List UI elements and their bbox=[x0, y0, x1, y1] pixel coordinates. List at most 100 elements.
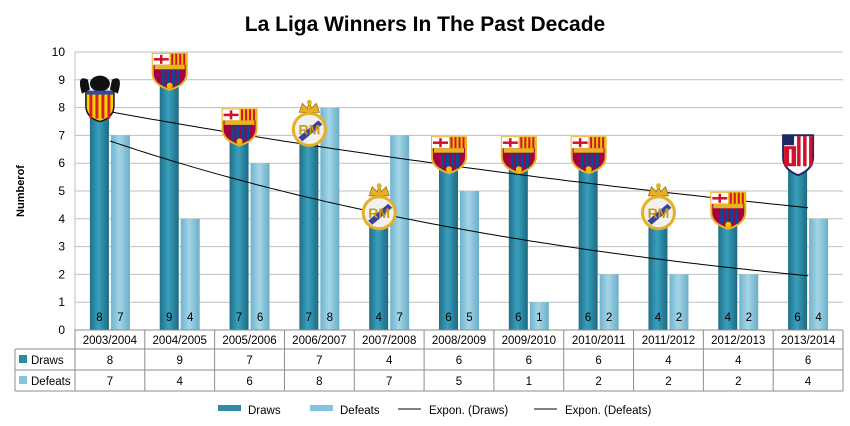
bar-draws bbox=[89, 107, 109, 330]
x-tick-label: 2007/2008 bbox=[362, 335, 416, 347]
bar-draws bbox=[439, 163, 458, 330]
table-cell: 6 bbox=[526, 355, 532, 367]
y-tick-label: 10 bbox=[52, 45, 66, 59]
table-cell: 7 bbox=[246, 355, 252, 367]
bar-draws bbox=[648, 218, 668, 330]
table-cell: 4 bbox=[665, 355, 672, 367]
y-axis-label: Numberof bbox=[15, 165, 27, 217]
club-crests: RM RM RM bbox=[79, 52, 815, 231]
data-label-draws: 8 bbox=[96, 312, 102, 324]
table-cell: 6 bbox=[805, 355, 811, 367]
table-cell: 1 bbox=[526, 376, 532, 388]
legend-label: Defeats bbox=[340, 405, 380, 417]
table-cell: 9 bbox=[177, 355, 183, 367]
data-label-draws: 7 bbox=[306, 312, 312, 324]
y-tick-label: 5 bbox=[58, 184, 65, 198]
trendline bbox=[109, 140, 809, 277]
data-label-defeats: 7 bbox=[396, 312, 402, 324]
legend-label: Expon. (Defeats) bbox=[565, 405, 651, 417]
y-tick-label: 7 bbox=[58, 128, 65, 142]
x-tick-label: 2005/2006 bbox=[222, 335, 276, 347]
table-cell: 2 bbox=[595, 376, 601, 388]
svg-text:RM: RM bbox=[648, 205, 670, 221]
bar-draws bbox=[369, 218, 389, 330]
row-header: Draws bbox=[31, 355, 64, 367]
table-cell: 2 bbox=[665, 376, 671, 388]
x-tick-label: 2013/2014 bbox=[781, 335, 836, 347]
crest-icon bbox=[151, 52, 188, 91]
y-tick-label: 9 bbox=[58, 73, 65, 87]
bar-defeats bbox=[809, 218, 829, 330]
bar-defeats bbox=[599, 274, 619, 330]
x-tick-label: 2009/2010 bbox=[502, 335, 556, 347]
legend-swatch bbox=[310, 405, 333, 411]
x-tick-label: 2012/2013 bbox=[711, 335, 765, 347]
data-label-defeats: 2 bbox=[746, 312, 752, 324]
data-label-draws: 6 bbox=[445, 312, 451, 324]
table-cell: 4 bbox=[805, 376, 812, 388]
table-cell: 4 bbox=[177, 376, 184, 388]
bar-defeats bbox=[529, 302, 549, 330]
data-labels: 8 9 7 7 4 6 6 6 4 4 6 7 4 6 8 7 5 1 2 2 2 4 bbox=[96, 312, 822, 324]
table-cell: 7 bbox=[316, 355, 322, 367]
data-label-defeats: 8 bbox=[327, 312, 333, 324]
table-cell: 6 bbox=[456, 355, 462, 367]
legend-key-defeats bbox=[19, 376, 27, 384]
y-axis-ticks: 0 1 2 3 4 5 6 7 8 9 10 bbox=[52, 45, 66, 337]
x-tick-label: 2011/2012 bbox=[642, 335, 696, 347]
crest-icon bbox=[710, 191, 747, 230]
bar-defeats bbox=[669, 274, 689, 330]
bar-defeats bbox=[250, 163, 270, 330]
legend-key-draws bbox=[19, 355, 27, 363]
bar-draws bbox=[159, 79, 179, 330]
crest-icon bbox=[500, 136, 537, 175]
table-cell: 6 bbox=[246, 376, 252, 388]
bar-defeats bbox=[320, 107, 340, 330]
crest-icon bbox=[221, 108, 258, 147]
data-label-defeats: 2 bbox=[676, 312, 682, 324]
crest-icon bbox=[79, 75, 120, 123]
row-header: Defeats bbox=[31, 376, 71, 388]
bar-draws bbox=[299, 135, 319, 330]
bar-defeats bbox=[180, 218, 200, 330]
bar-draws bbox=[229, 135, 249, 330]
crest-icon: RM bbox=[361, 183, 397, 231]
data-label-draws: 7 bbox=[236, 312, 242, 324]
table-cell: 5 bbox=[456, 376, 462, 388]
data-label-draws: 6 bbox=[585, 312, 591, 324]
data-label-defeats: 6 bbox=[257, 312, 263, 324]
data-label-draws: 4 bbox=[655, 312, 662, 324]
table-cell: 2 bbox=[735, 376, 741, 388]
y-tick-label: 0 bbox=[58, 323, 65, 337]
data-label-defeats: 5 bbox=[466, 312, 472, 324]
legend-label: Draws bbox=[248, 405, 281, 417]
y-tick-label: 3 bbox=[58, 240, 65, 254]
y-tick-label: 8 bbox=[58, 101, 65, 115]
data-label-draws: 6 bbox=[794, 312, 800, 324]
svg-text:RM: RM bbox=[298, 121, 320, 137]
legend-label: Expon. (Draws) bbox=[429, 405, 508, 417]
data-label-defeats: 1 bbox=[536, 312, 542, 324]
bar-draws bbox=[578, 163, 598, 330]
crest-icon bbox=[570, 136, 607, 175]
bar-defeats bbox=[460, 191, 479, 330]
bar-draws bbox=[508, 163, 528, 330]
crest-icon bbox=[782, 134, 815, 177]
table-cell: 7 bbox=[107, 376, 113, 388]
data-label-defeats: 2 bbox=[606, 312, 612, 324]
legend: Draws Defeats Expon. (Draws) Expon. (Defeat… bbox=[218, 405, 651, 417]
y-tick-label: 6 bbox=[58, 156, 65, 170]
bar-defeats bbox=[739, 274, 759, 330]
y-tick-label: 4 bbox=[58, 212, 65, 226]
data-label-defeats: 4 bbox=[815, 312, 822, 324]
data-label-defeats: 4 bbox=[187, 312, 194, 324]
svg-text:RM: RM bbox=[368, 205, 390, 221]
y-tick-label: 1 bbox=[58, 295, 65, 309]
bar-defeats bbox=[110, 135, 130, 330]
table-cell: 7 bbox=[386, 376, 392, 388]
data-label-draws: 4 bbox=[725, 312, 732, 324]
x-tick-label: 2008/2009 bbox=[432, 335, 486, 347]
bar-draws bbox=[788, 163, 808, 330]
bar-series bbox=[89, 79, 829, 330]
